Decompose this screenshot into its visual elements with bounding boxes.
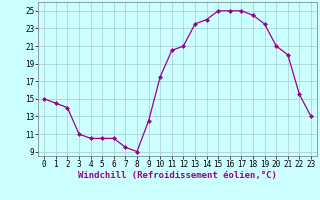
X-axis label: Windchill (Refroidissement éolien,°C): Windchill (Refroidissement éolien,°C) <box>78 171 277 180</box>
